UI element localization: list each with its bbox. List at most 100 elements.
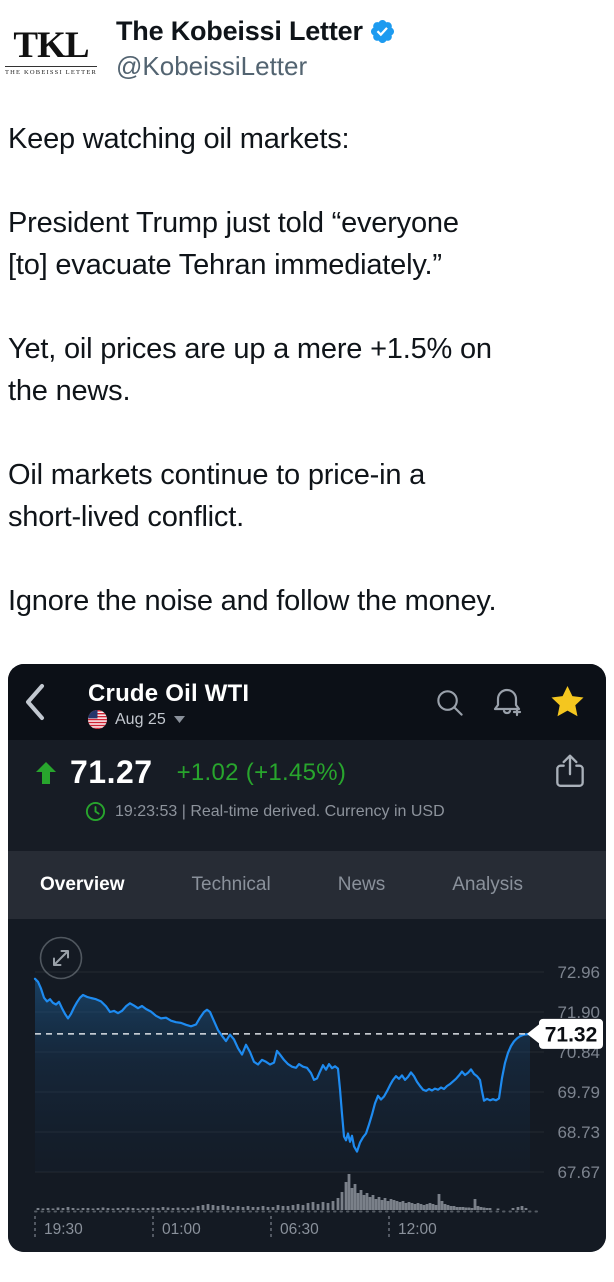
chevron-left-icon: [26, 684, 44, 720]
volume-bar: [251, 1207, 255, 1210]
volume-bar: [211, 1205, 215, 1210]
volume-bar: [446, 1205, 450, 1210]
volume-bar: [196, 1206, 200, 1210]
display-name[interactable]: The Kobeissi Letter: [116, 16, 363, 46]
volume-bar: [356, 1193, 360, 1210]
volume-bar: [201, 1205, 205, 1210]
volume-bar: [296, 1204, 300, 1210]
y-axis-label: 68.73: [557, 1123, 600, 1142]
volume-bar: [473, 1199, 477, 1210]
volume-bar: [350, 1188, 354, 1210]
last-price-tag: [539, 1018, 603, 1049]
volume-bar: [206, 1204, 210, 1210]
volume-bar: [256, 1207, 260, 1210]
volume-bar: [479, 1207, 483, 1210]
volume-bar: [191, 1207, 195, 1210]
volume-bar: [41, 1208, 45, 1210]
volume-bar: [440, 1201, 444, 1210]
volume-bar: [431, 1204, 435, 1210]
volume-bar: [261, 1206, 265, 1210]
tweet-header: TKL THE KOBEISSI LETTER The Kobeissi Let…: [0, 0, 614, 82]
volume-bar: [106, 1208, 110, 1210]
tweet-paragraph: Yet, oil prices are up a mere +1.5% on t…: [8, 333, 492, 407]
verified-badge-icon: [370, 19, 394, 44]
volume-bar: [443, 1204, 447, 1210]
volume-bar: [186, 1208, 190, 1210]
back-button[interactable]: [22, 680, 52, 724]
volume-bar: [86, 1208, 90, 1210]
tab-analysis[interactable]: Analysis: [452, 874, 523, 895]
volume-bar: [476, 1206, 480, 1210]
star-favorite-icon[interactable]: [549, 684, 586, 720]
volume-bar: [365, 1193, 369, 1210]
volume-bar: [458, 1207, 462, 1210]
tweet-paragraph: Oil markets continue to price-in a short…: [8, 459, 426, 533]
volume-bar: [166, 1207, 170, 1210]
volume-bar: [380, 1200, 384, 1210]
volume-bar: [422, 1205, 426, 1210]
share-icon: [556, 754, 584, 787]
bell-add-alert-icon[interactable]: [489, 684, 525, 720]
y-axis-label: 67.67: [557, 1163, 600, 1182]
volume-bar: [326, 1203, 330, 1210]
price-chart-svg[interactable]: 72.9671.9070.8469.7968.7367.6771.3219:30…: [8, 919, 606, 1252]
clock-icon: [85, 801, 106, 822]
x-axis-label: 19:30: [44, 1221, 83, 1238]
volume-bar: [488, 1208, 492, 1210]
volume-bar: [344, 1182, 348, 1210]
tweet-text: Keep watching oil markets: President Tru…: [0, 118, 614, 622]
volume-bar: [76, 1208, 80, 1210]
chart-section: 72.96 71.90 70.84 69.79 68.73 67.67 71.32 19:30…: [8, 919, 606, 1252]
volume-bar: [321, 1202, 325, 1210]
user-handle[interactable]: @KobeissiLetter: [116, 51, 308, 81]
volume-bar: [46, 1208, 50, 1210]
volume-bar: [410, 1203, 414, 1210]
volume-bar: [276, 1205, 280, 1210]
volume-bar: [482, 1207, 486, 1210]
volume-bar: [416, 1203, 420, 1210]
volume-bar: [271, 1207, 275, 1210]
volume-bar: [520, 1206, 524, 1210]
price-change: +1.02 (+1.45%): [176, 758, 347, 786]
volume-bar: [146, 1208, 150, 1210]
x-axis-label: 01:00: [162, 1221, 201, 1238]
y-axis-label: 69.79: [557, 1083, 600, 1102]
volume-bar: [116, 1208, 120, 1210]
tab-news[interactable]: News: [337, 874, 386, 895]
avatar-logo-subtext: THE KOBEISSI LETTER: [4, 65, 98, 76]
volume-bar: [171, 1208, 175, 1210]
volume-bar: [340, 1192, 344, 1210]
volume-bar: [461, 1207, 465, 1210]
volume-bar: [221, 1205, 225, 1210]
volume-bar: [36, 1208, 40, 1210]
share-button[interactable]: [552, 752, 588, 795]
last-price-tag-arrow: [527, 1022, 541, 1045]
volume-bar: [131, 1208, 135, 1210]
tab-overview[interactable]: Overview: [40, 874, 125, 895]
expand-chart-button[interactable]: [39, 936, 83, 980]
date-selector[interactable]: Aug 25: [115, 710, 166, 728]
volume-bar: [413, 1204, 417, 1210]
chevron-down-icon[interactable]: [173, 716, 185, 724]
volume-bar: [467, 1207, 471, 1210]
search-icon[interactable]: [434, 687, 465, 718]
volume-bar: [181, 1208, 185, 1210]
volume-bar: [301, 1205, 305, 1210]
quote-section: 71.27 +1.02 (+1.45%) 19:23:53 | Real-tim…: [8, 740, 606, 851]
volume-bar: [386, 1201, 390, 1210]
volume-bar: [470, 1208, 474, 1210]
trading-app-card: Crude Oil WTI Aug 25: [8, 664, 606, 1252]
volume-bar: [151, 1207, 155, 1210]
volume-bar: [246, 1206, 250, 1210]
y-axis-label: 72.96: [557, 963, 600, 982]
volume-bar: [81, 1208, 85, 1210]
y-axis-label: 71.90: [557, 1003, 600, 1022]
tab-technical[interactable]: Technical: [191, 874, 271, 895]
avatar[interactable]: TKL THE KOBEISSI LETTER: [4, 20, 98, 82]
instrument-title: Crude Oil WTI: [88, 679, 250, 707]
volume-bar: [51, 1208, 55, 1210]
volume-bar: [407, 1202, 411, 1210]
volume-bar: [226, 1206, 230, 1210]
avatar-logo-text: TKL: [13, 24, 89, 66]
